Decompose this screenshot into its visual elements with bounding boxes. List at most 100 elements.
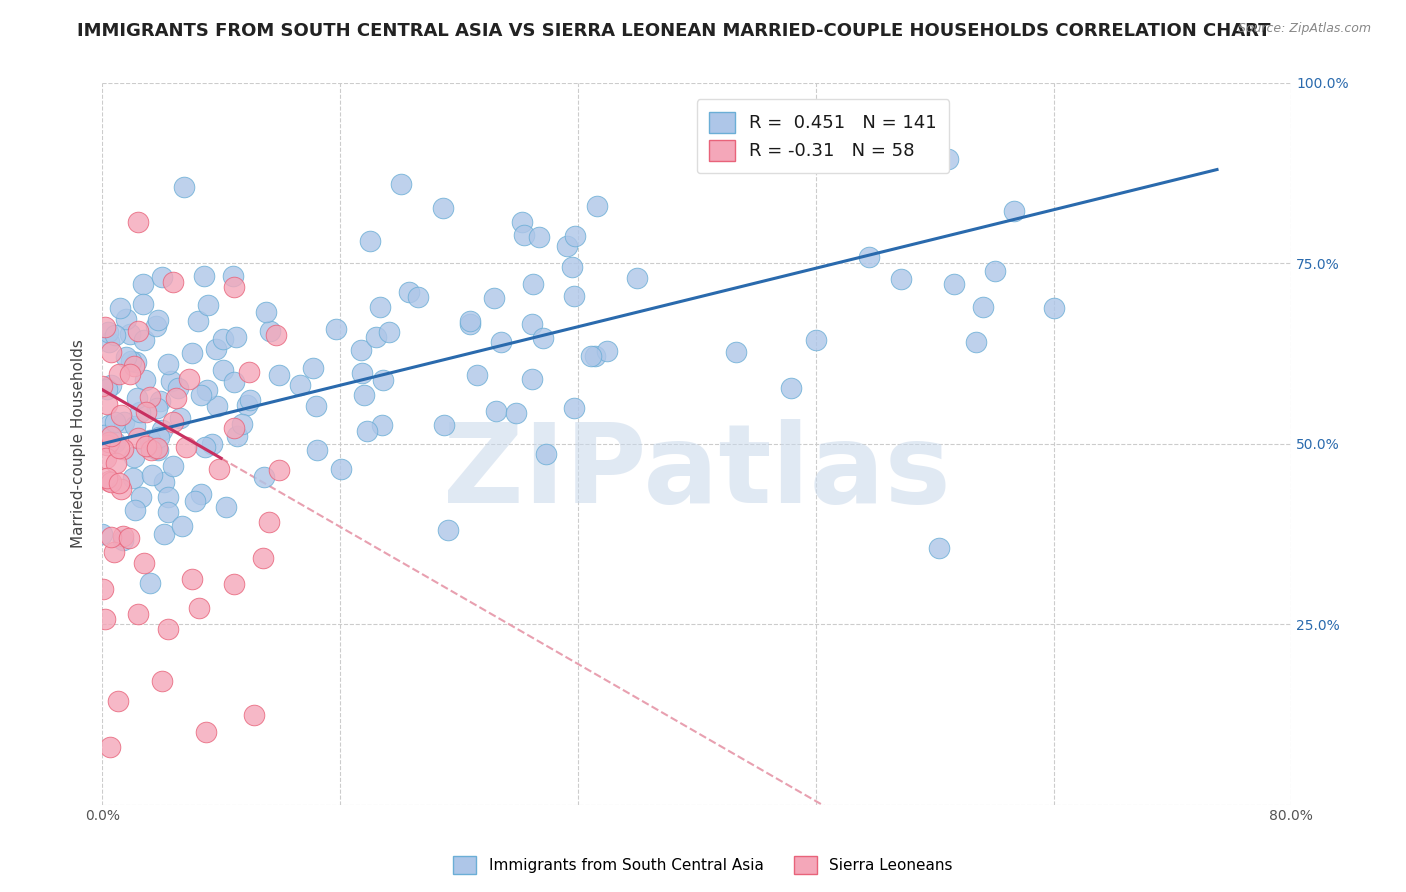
Point [458, 317, 481, 331]
Text: Source: ZipAtlas.com: Source: ZipAtlas.com [1237, 22, 1371, 36]
Point [108, 441, 131, 455]
Point [100, 377, 122, 392]
Point [150, 269, 173, 284]
Point [93, 427, 115, 442]
Point [145, 441, 167, 455]
Point [112, 415, 135, 429]
Point [176, 440, 198, 454]
Point [127, 214, 149, 228]
Point [134, 373, 156, 387]
Point [269, 368, 291, 383]
Point [205, 399, 228, 413]
Point [108, 301, 131, 315]
Point [139, 442, 162, 457]
Point [104, 416, 127, 430]
Point [555, 239, 578, 253]
Point [222, 279, 245, 293]
Point [562, 289, 585, 303]
Point [91, 582, 114, 597]
Point [972, 301, 994, 315]
Point [104, 434, 127, 449]
Point [858, 250, 880, 264]
Point [564, 229, 586, 244]
Point [104, 327, 127, 342]
Point [626, 271, 648, 285]
Point [531, 331, 554, 345]
Point [124, 502, 146, 516]
Point [522, 277, 544, 292]
Point [1042, 301, 1064, 315]
Point [97, 326, 120, 340]
Point [204, 342, 226, 356]
Point [789, 126, 811, 140]
Point [162, 415, 184, 429]
Point [222, 421, 245, 435]
Point [96, 471, 118, 485]
Point [148, 442, 170, 457]
Point [150, 673, 173, 688]
Point [366, 329, 388, 343]
Point [111, 529, 134, 543]
Point [596, 344, 619, 359]
Point [146, 313, 169, 327]
Point [356, 424, 378, 438]
Point [1002, 203, 1025, 218]
Point [149, 393, 172, 408]
Point [239, 392, 262, 407]
Point [256, 305, 278, 319]
Point [305, 400, 328, 414]
Point [564, 401, 586, 416]
Point [222, 375, 245, 389]
Point [139, 576, 162, 591]
Point [534, 447, 557, 461]
Point [142, 439, 165, 453]
Point [489, 334, 512, 349]
Point [359, 235, 381, 249]
Point [561, 260, 583, 274]
Point [96, 397, 118, 411]
Point [111, 533, 134, 548]
Point [432, 201, 454, 215]
Point [194, 725, 217, 739]
Point [100, 475, 122, 490]
Point [226, 429, 249, 443]
Point [243, 707, 266, 722]
Point [107, 367, 129, 381]
Point [460, 314, 482, 328]
Point [325, 322, 347, 336]
Point [124, 359, 146, 373]
Point [583, 349, 606, 363]
Point [157, 506, 180, 520]
Point [172, 519, 194, 533]
Point [94, 612, 117, 626]
Point [98, 435, 121, 450]
Point [329, 461, 352, 475]
Point [97, 418, 120, 433]
Point [725, 344, 748, 359]
Point [581, 349, 603, 363]
Point [127, 431, 149, 445]
Point [127, 607, 149, 622]
Point [193, 268, 215, 283]
Point [264, 328, 287, 343]
Point [167, 381, 190, 395]
Point [259, 324, 281, 338]
Point [215, 500, 238, 514]
Point [190, 388, 212, 402]
Text: ZIPatlas: ZIPatlas [443, 419, 950, 526]
Point [124, 419, 146, 434]
Point [110, 408, 132, 422]
Point [173, 180, 195, 194]
Point [512, 228, 534, 243]
Legend: Immigrants from South Central Asia, Sierra Leoneans: Immigrants from South Central Asia, Sier… [447, 850, 959, 880]
Point [169, 411, 191, 425]
Point [129, 490, 152, 504]
Point [190, 487, 212, 501]
Point [350, 343, 373, 358]
Point [779, 380, 801, 394]
Point [98, 739, 121, 754]
Point [100, 531, 122, 545]
Point [183, 494, 205, 508]
Point [398, 285, 420, 300]
Point [91, 378, 114, 392]
